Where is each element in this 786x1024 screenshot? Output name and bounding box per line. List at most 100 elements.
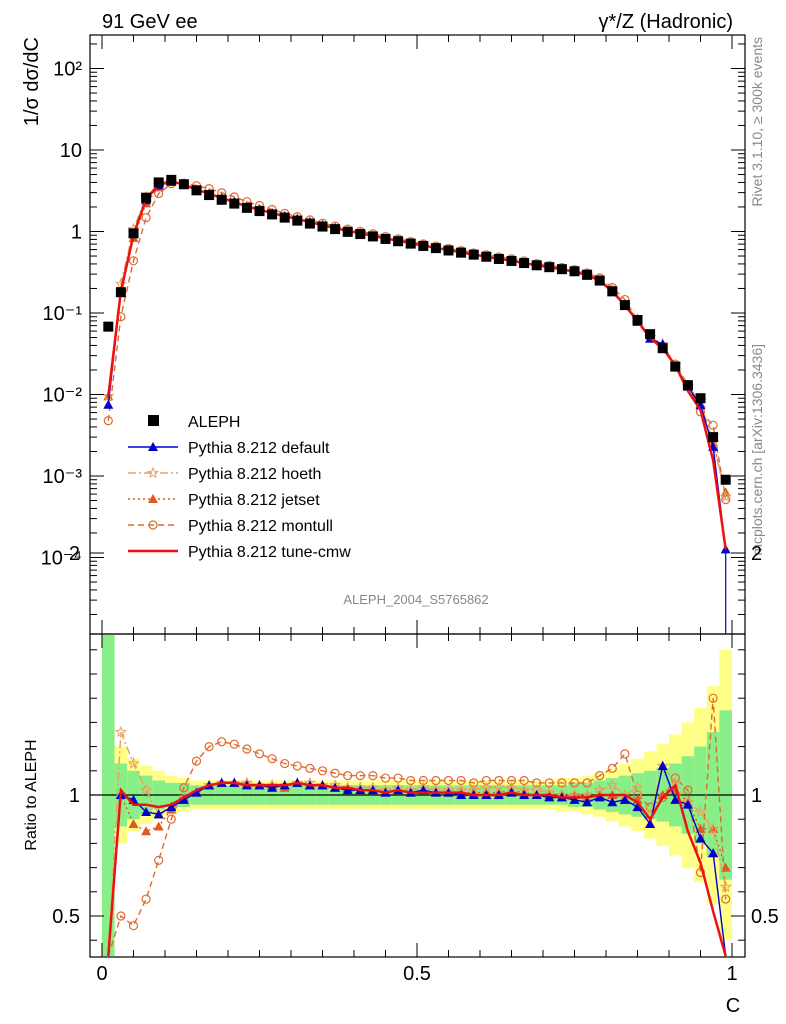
legend-marker: [148, 520, 158, 530]
aleph-point: [279, 212, 290, 223]
aleph-point: [405, 238, 416, 249]
ratio-point-default: [632, 802, 643, 812]
ratio-point-hoeth: [694, 805, 707, 818]
aleph-point: [619, 300, 630, 311]
legend-label: Pythia 8.212 montull: [188, 518, 333, 535]
aleph-point: [556, 264, 567, 275]
aleph-point: [166, 174, 177, 185]
ratio-point-default: [267, 782, 278, 792]
aleph-point: [582, 269, 593, 280]
ratio-point-montull: [569, 778, 580, 788]
ratio-point-montull: [343, 771, 353, 781]
ratio-point-montull: [506, 775, 517, 786]
aleph-point: [380, 233, 391, 244]
ratio-point-montull: [141, 894, 151, 904]
ratio-point-default: [166, 802, 177, 812]
series-point-montull: [708, 420, 718, 430]
ratio-point-montull: [128, 921, 139, 931]
ratio-tick-label-right: 1: [751, 785, 762, 807]
ratio-point-montull: [330, 768, 340, 778]
aleph-point: [191, 185, 202, 196]
ratio-point-default: [708, 848, 719, 858]
aleph-point: [115, 287, 126, 298]
ratio-point-montull: [154, 855, 164, 865]
aleph-point: [304, 218, 315, 229]
ratio-point-hoeth: [631, 781, 644, 793]
aleph-point: [481, 251, 492, 262]
ratio-point-montull: [229, 739, 239, 749]
aleph-point: [254, 206, 265, 217]
series-point-hoeth: [719, 490, 732, 502]
ratio-point-montull: [582, 778, 592, 788]
main-plot: 10⁻⁴ 10⁻³ 10⁻² 10⁻¹ 1 10 10²: [41, 34, 746, 635]
ratio-tick-label-left: 0.5: [52, 906, 80, 928]
ratio-point-montull: [695, 867, 706, 878]
aleph-point: [645, 329, 656, 340]
ratio-point-default: [607, 797, 618, 807]
ratio-point-montull: [481, 775, 491, 786]
ratio-point-montull: [166, 814, 176, 824]
ratio-point-default: [342, 785, 353, 795]
aleph-point: [695, 393, 706, 404]
aleph-point: [456, 247, 467, 258]
ratio-point-jetset: [153, 821, 164, 831]
x-axis-title: C: [726, 995, 740, 1017]
series-point-hoeth: [102, 389, 115, 402]
ratio-point-default: [191, 787, 202, 797]
aleph-point: [443, 245, 454, 256]
legend-label: Pythia 8.212 tune-cmw: [188, 544, 351, 561]
ratio-point-montull: [532, 778, 542, 788]
ratio-point-default: [657, 760, 668, 770]
ratio-point-default: [178, 794, 189, 804]
legend-label: Pythia 8.212 default: [188, 440, 330, 457]
header-right: γ*/Z (Hadronic): [599, 11, 733, 33]
aleph-point: [430, 243, 441, 254]
aleph-point: [267, 209, 278, 220]
series-point-default: [103, 399, 114, 409]
ratio-point-jetset: [141, 826, 152, 836]
y-axis-title: 1/σ dσ/dC: [21, 37, 43, 126]
x-tick-label: 0: [96, 963, 107, 985]
ratio-point-montull: [280, 758, 290, 769]
x-tick-label: 1: [726, 963, 737, 985]
ratio-point-default: [141, 806, 152, 816]
ratio-point-montull: [217, 737, 227, 747]
aleph-point: [355, 229, 366, 240]
aleph-point: [292, 215, 303, 226]
ratio-point-jetset: [657, 790, 668, 799]
ratio-point-default: [544, 792, 555, 802]
ratio-point-hoeth: [593, 783, 606, 796]
ratio-point-montull: [355, 771, 365, 781]
legend-marker-aleph: [148, 415, 159, 426]
ratio-point-montull: [242, 744, 252, 754]
legend-label: Pythia 8.212 jetset: [188, 492, 320, 509]
ratio-point-montull: [267, 754, 277, 764]
ratio-point-montull: [557, 778, 567, 788]
ratio-point-montull: [620, 749, 630, 759]
x-tick-label: 0.5: [403, 963, 431, 985]
ratio-point-montull: [292, 761, 302, 771]
aleph-point: [657, 343, 668, 354]
ratio-tick-label-right: 2: [751, 543, 762, 565]
y-tick-label: 10⁻⁴: [41, 548, 82, 570]
aleph-point: [594, 275, 605, 286]
ratio-point-jetset: [128, 819, 139, 829]
aleph-point: [128, 228, 139, 239]
ratio-point-default: [670, 794, 681, 804]
aleph-point: [569, 266, 580, 277]
ratio-point-montull: [380, 773, 391, 783]
ratio-point-default: [456, 790, 467, 799]
series-line-montull: [107, 182, 727, 500]
ratio-point-hoeth: [719, 880, 732, 893]
ratio-point-montull: [191, 756, 202, 766]
ratio-point-montull: [469, 778, 479, 788]
aleph-point: [468, 249, 479, 260]
ratio-point-default: [695, 833, 706, 843]
aleph-point: [367, 231, 378, 242]
ratio-point-montull: [317, 766, 328, 776]
aleph-point: [342, 226, 353, 237]
aleph-point: [531, 260, 542, 271]
aleph-point: [720, 474, 731, 485]
aleph-point: [216, 194, 227, 205]
ratio-tick-label-left: 2: [69, 543, 80, 565]
